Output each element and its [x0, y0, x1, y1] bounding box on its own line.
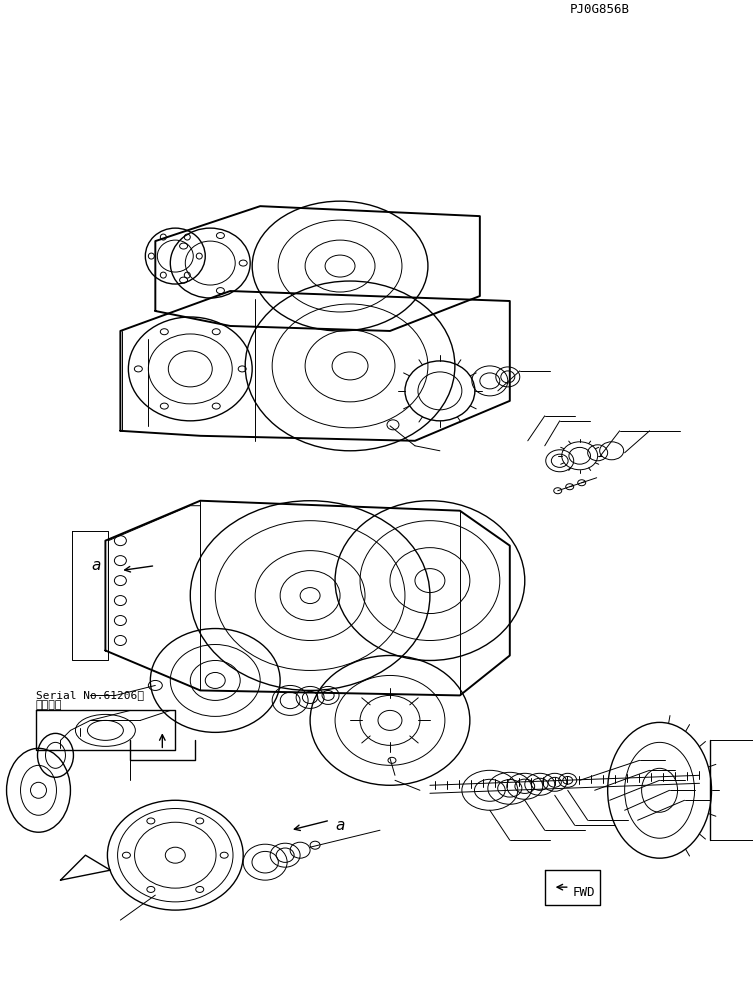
- Text: FWD: FWD: [573, 886, 595, 898]
- Text: a: a: [91, 558, 100, 573]
- Text: 適用号機: 適用号機: [35, 700, 62, 710]
- Text: a: a: [335, 819, 345, 833]
- Text: Serial No.61206～: Serial No.61206～: [35, 690, 143, 700]
- Text: PJ0G856B: PJ0G856B: [570, 3, 630, 17]
